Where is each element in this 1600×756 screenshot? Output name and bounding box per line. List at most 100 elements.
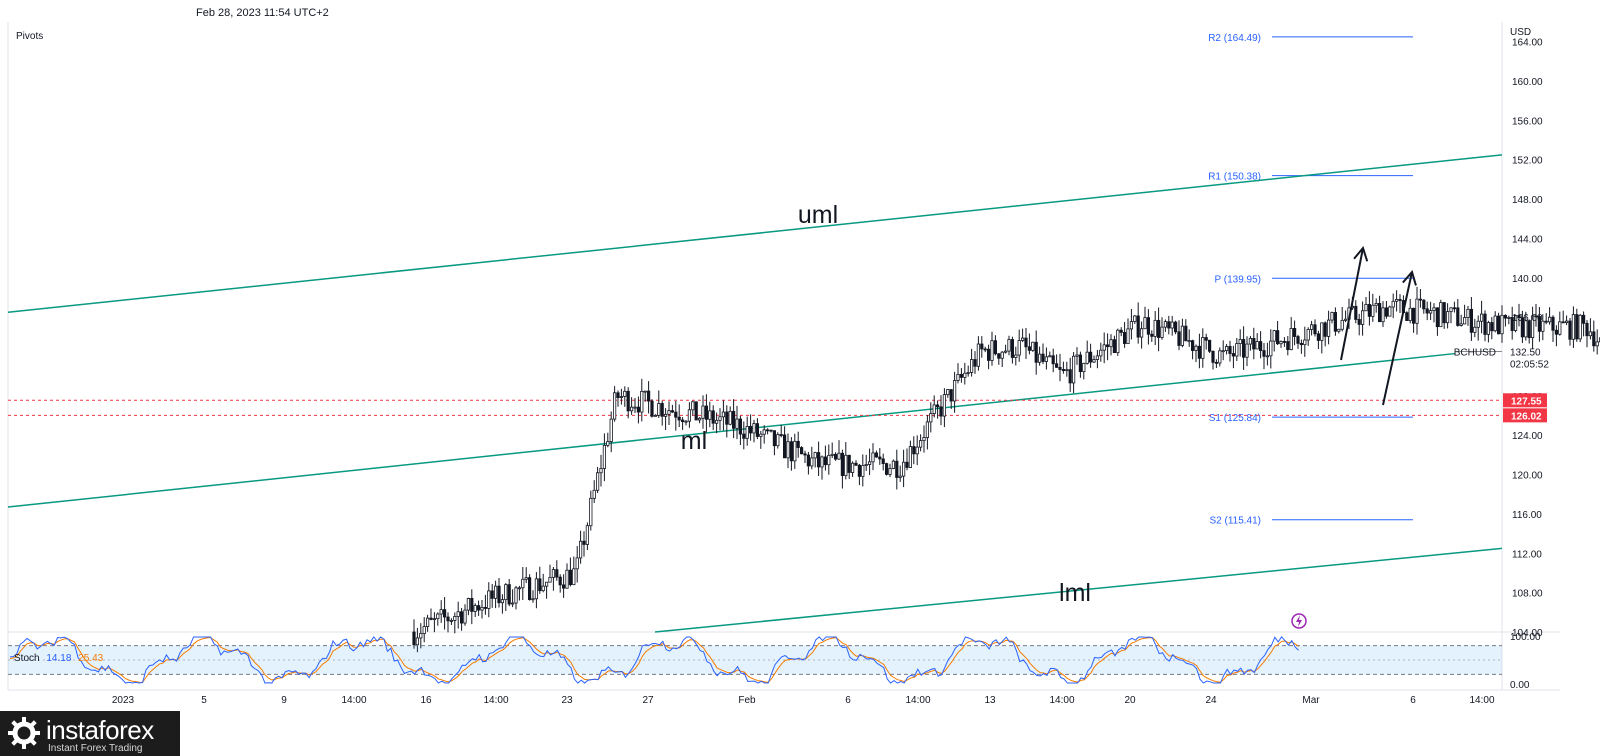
- candle-body: [1099, 349, 1103, 357]
- candle-body: [1007, 339, 1011, 352]
- candle-body: [895, 460, 899, 478]
- candle-body: [1197, 345, 1201, 359]
- x-tick-label: Mar: [1302, 695, 1320, 706]
- candle-body: [1000, 351, 1004, 359]
- up-arrow-2: [1382, 271, 1413, 406]
- candle-body: [1565, 320, 1569, 324]
- candle-body: [439, 609, 443, 615]
- candle-body: [1531, 315, 1535, 339]
- candle-body: [1184, 325, 1188, 342]
- candle-body: [1021, 337, 1025, 341]
- candle-body: [929, 413, 933, 423]
- candle-body: [555, 569, 559, 578]
- candle-body: [1408, 307, 1412, 321]
- candle-body: [963, 372, 967, 378]
- candle-body: [667, 410, 671, 415]
- candle-body: [1367, 303, 1371, 317]
- indicator-label[interactable]: Pivots: [16, 31, 44, 42]
- candle-body: [1289, 328, 1293, 351]
- candle-body: [1082, 362, 1086, 373]
- lower-channel-line: [654, 547, 1503, 633]
- candle-body: [1296, 336, 1300, 344]
- y-tick-label: 160.00: [1512, 77, 1543, 88]
- candle-body: [1480, 313, 1484, 322]
- candle-body: [1041, 353, 1045, 362]
- candle-body: [640, 390, 644, 413]
- candle-body: [721, 411, 726, 418]
- candle-body: [1534, 315, 1538, 318]
- candle-body: [504, 584, 508, 601]
- candle-body: [1354, 305, 1358, 320]
- candle-body: [1248, 338, 1252, 345]
- candle-body: [490, 590, 494, 599]
- candle-body: [1027, 346, 1031, 351]
- candle-body: [677, 416, 681, 421]
- x-tick-label: 6: [1410, 695, 1416, 706]
- candle-body: [704, 405, 709, 420]
- candle-body: [735, 418, 739, 429]
- up-arrow-1: [1340, 247, 1364, 361]
- candle-body: [915, 446, 919, 455]
- candle-body: [558, 576, 562, 586]
- candle-body: [545, 581, 549, 587]
- candle-body: [599, 468, 603, 474]
- x-tick-label: 9: [281, 695, 287, 706]
- candle-body: [1150, 333, 1154, 337]
- candle-body: [1316, 333, 1320, 341]
- candle-body: [993, 340, 998, 355]
- candle-body: [1378, 303, 1382, 323]
- candle-body: [1177, 331, 1181, 346]
- candle-body: [1092, 359, 1096, 363]
- currency-label: USD: [1510, 27, 1531, 38]
- candle-body: [1446, 311, 1450, 324]
- candle-body: [827, 454, 831, 466]
- candle-body: [1327, 319, 1331, 337]
- candle-body: [664, 413, 668, 417]
- candle-body: [759, 433, 763, 437]
- candle-body: [745, 425, 749, 439]
- candle-body: [987, 348, 991, 361]
- y-tick-label: 144.00: [1512, 234, 1543, 245]
- candle-body: [562, 584, 566, 589]
- candle-body: [1520, 317, 1524, 338]
- candle-body: [1167, 321, 1171, 329]
- candle-body: [1371, 304, 1375, 317]
- candle-body: [861, 465, 865, 477]
- candle-body: [1582, 314, 1586, 324]
- candle-body: [531, 598, 535, 601]
- candle-body: [1160, 326, 1164, 338]
- candle-body: [749, 425, 753, 434]
- y-tick-label: 120.00: [1512, 471, 1543, 482]
- candle-body: [1452, 307, 1456, 310]
- candle-body: [1004, 350, 1008, 353]
- candle-body: [643, 390, 647, 393]
- candle-body: [1306, 329, 1310, 341]
- candle-body: [1044, 356, 1048, 362]
- candle-body: [681, 419, 685, 422]
- candle-body: [844, 454, 848, 476]
- candle-body: [840, 452, 845, 476]
- candle-body: [541, 585, 545, 592]
- candle-body: [976, 343, 981, 367]
- candle-body: [837, 452, 841, 460]
- candle-body: [1031, 341, 1035, 351]
- middle-channel-line: [7, 352, 1456, 508]
- candle-body: [990, 340, 994, 361]
- candle-body: [1140, 328, 1144, 338]
- candle-body: [1221, 350, 1225, 353]
- candle-body: [582, 540, 586, 545]
- stoch-legend[interactable]: Stoch 14.18 25.43: [14, 653, 103, 664]
- symbol-label: BCHUSD: [1454, 348, 1496, 359]
- candle-body: [429, 617, 433, 620]
- candle-body: [942, 394, 947, 417]
- candle-body: [1466, 308, 1470, 318]
- pivot-label: R1 (150.38): [1208, 172, 1261, 183]
- candle-body: [983, 348, 987, 351]
- candle-body: [480, 606, 484, 611]
- candle-body: [1469, 308, 1473, 333]
- candle-body: [1201, 337, 1205, 359]
- candle-body: [1344, 318, 1348, 321]
- candle-body: [1473, 326, 1477, 333]
- x-tick-label: 24: [1205, 695, 1217, 706]
